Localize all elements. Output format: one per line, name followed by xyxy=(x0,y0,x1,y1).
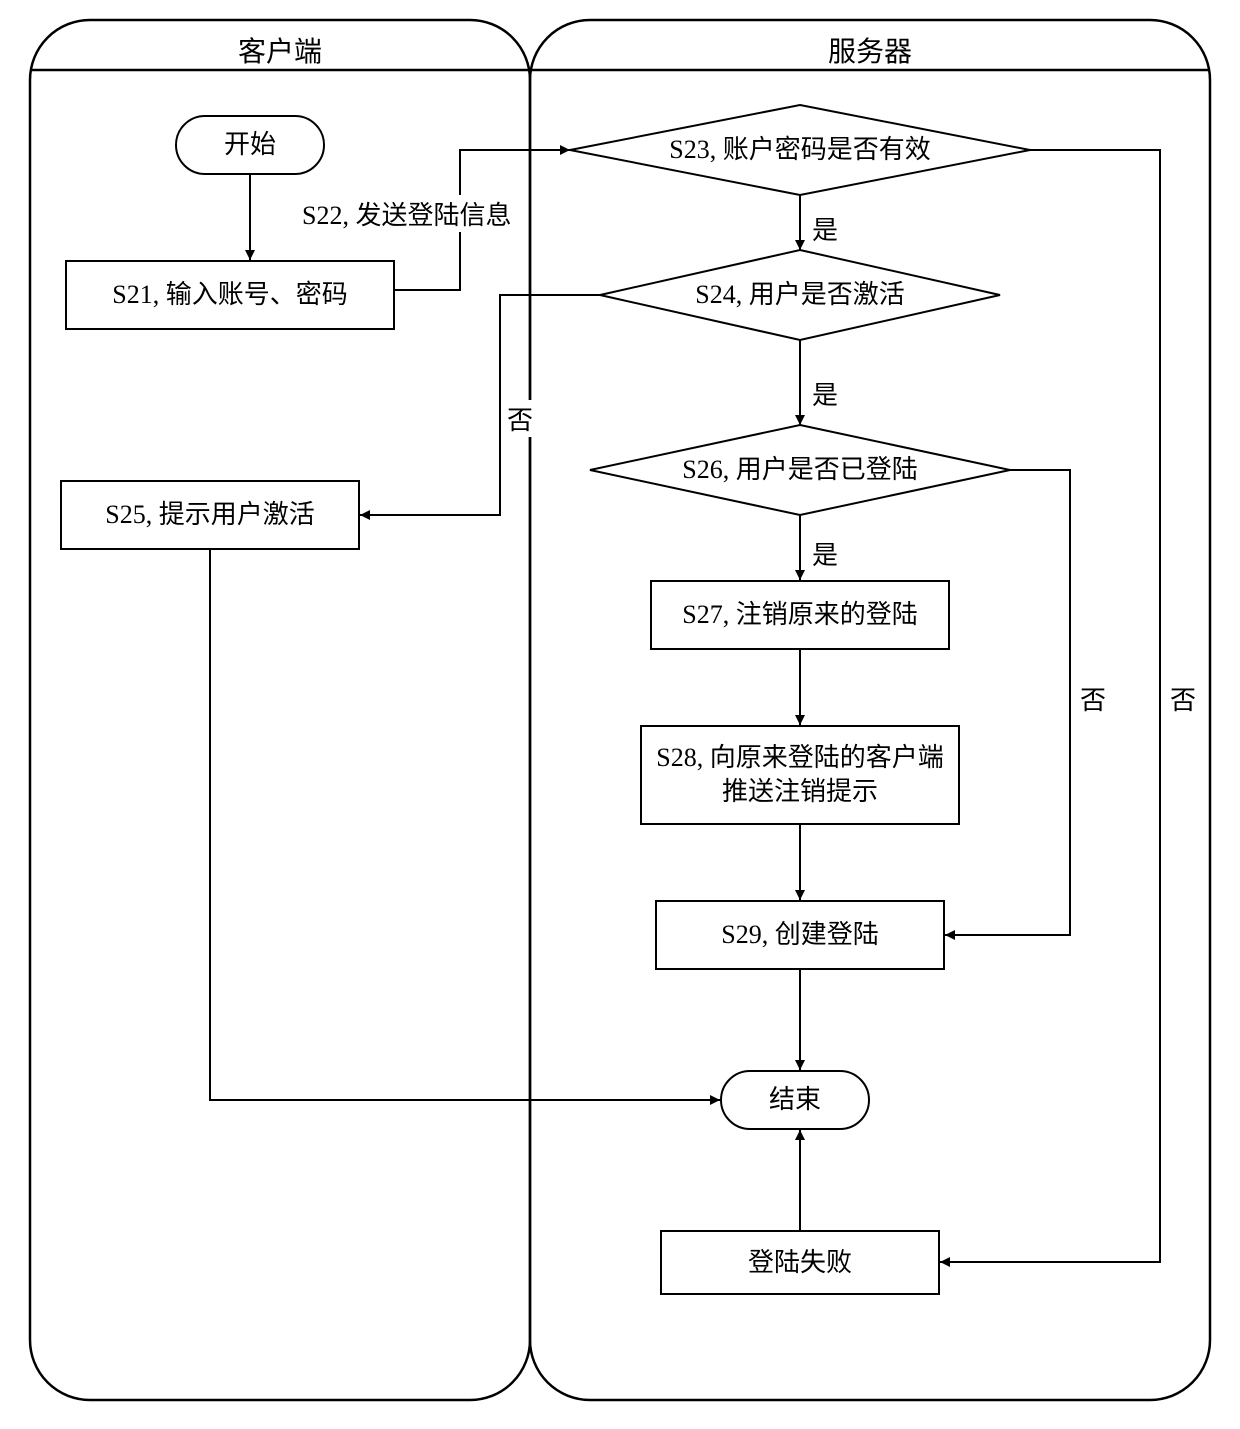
node-end-label: 结束 xyxy=(769,1083,821,1117)
edge-label-s22: S22, 发送登陆信息 xyxy=(300,195,513,232)
node-s26-label: S26, 用户是否已登陆 xyxy=(682,453,917,487)
node-start: 开始 xyxy=(175,115,325,175)
node-s29: S29, 创建登陆 xyxy=(655,900,945,970)
node-s28-label: S28, 向原来登陆的客户端推送注销提示 xyxy=(650,741,950,809)
edge-label-s23-yes: 是 xyxy=(810,210,840,247)
node-s24-label: S24, 用户是否激活 xyxy=(695,278,904,312)
node-s27-label: S27, 注销原来的登陆 xyxy=(682,598,917,632)
node-s26: S26, 用户是否已登陆 xyxy=(610,452,990,488)
node-s27: S27, 注销原来的登陆 xyxy=(650,580,950,650)
node-start-label: 开始 xyxy=(224,128,276,162)
node-s23-label: S23, 账户密码是否有效 xyxy=(669,133,930,167)
lane-client-label: 客户端 xyxy=(30,30,530,70)
node-s21-label: S21, 输入账号、密码 xyxy=(112,278,347,312)
node-s25-label: S25, 提示用户激活 xyxy=(105,498,314,532)
flowchart-canvas: 客户端 服务器 开始 S21, 输入账号、密码 S25, 提示用户激活 S23,… xyxy=(0,0,1240,1429)
node-s21: S21, 输入账号、密码 xyxy=(65,260,395,330)
node-s25: S25, 提示用户激活 xyxy=(60,480,360,550)
node-s29-label: S29, 创建登陆 xyxy=(721,918,878,952)
edge-label-s24-no: 否 xyxy=(505,400,535,437)
node-fail-label: 登陆失败 xyxy=(748,1246,852,1280)
flowchart-svg xyxy=(0,0,1240,1429)
node-end: 结束 xyxy=(720,1070,870,1130)
node-s28: S28, 向原来登陆的客户端推送注销提示 xyxy=(640,725,960,825)
edge-label-s26-no: 否 xyxy=(1078,680,1108,717)
edge-label-s26-yes: 是 xyxy=(810,535,840,572)
node-fail: 登陆失败 xyxy=(660,1230,940,1295)
edge-label-s23-no: 否 xyxy=(1168,680,1198,717)
node-s24: S24, 用户是否激活 xyxy=(620,277,980,313)
edge-label-s24-yes: 是 xyxy=(810,375,840,412)
lane-server-label: 服务器 xyxy=(530,30,1210,70)
node-s23: S23, 账户密码是否有效 xyxy=(590,132,1010,168)
